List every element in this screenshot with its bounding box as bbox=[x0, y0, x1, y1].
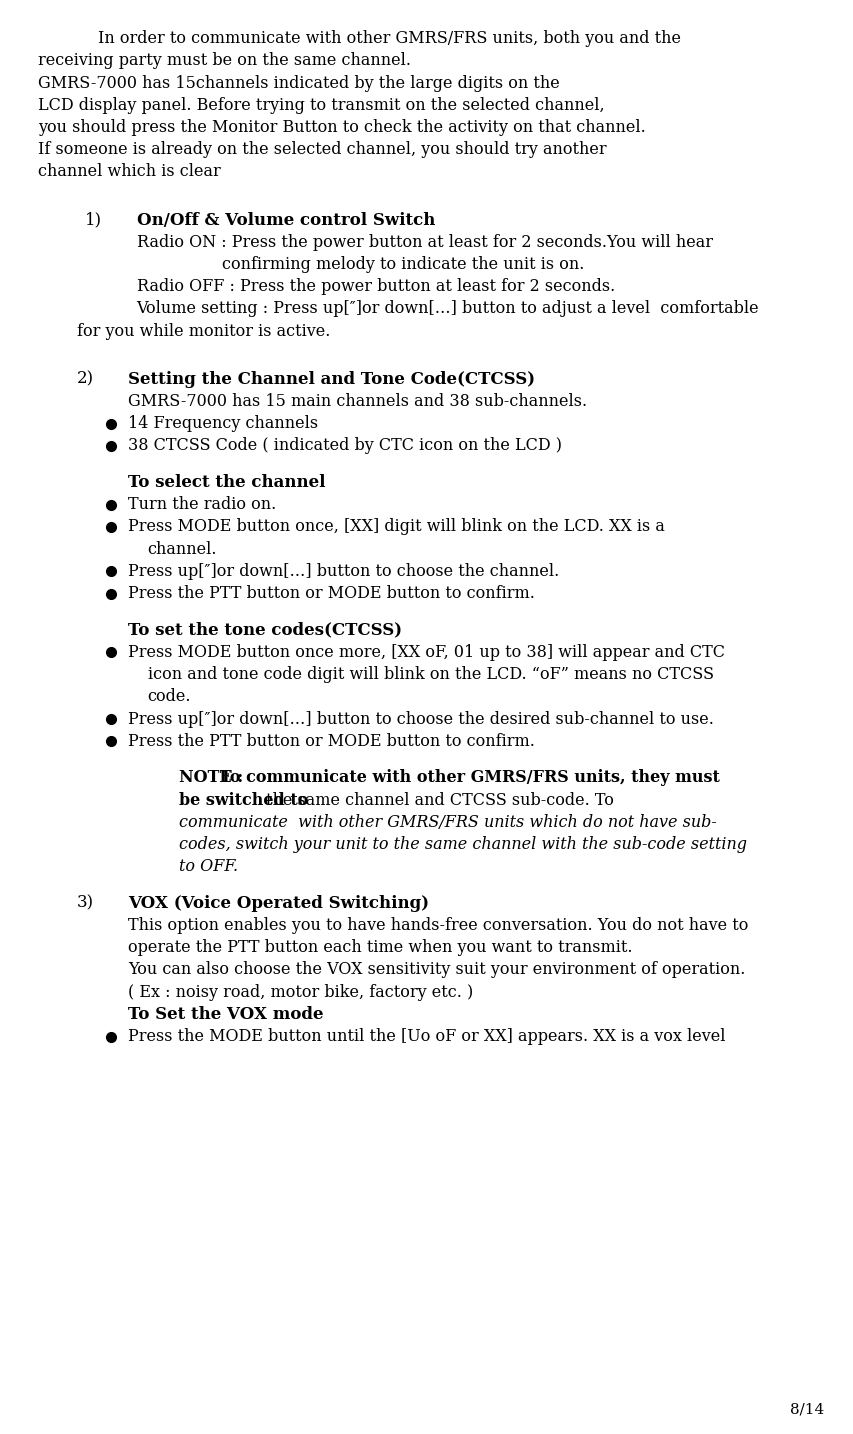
Text: 2): 2) bbox=[77, 370, 94, 387]
Text: codes, switch your unit to the same channel with the sub-code setting: codes, switch your unit to the same chan… bbox=[179, 836, 746, 853]
Text: channel which is clear: channel which is clear bbox=[38, 163, 221, 181]
Text: 8/14: 8/14 bbox=[789, 1402, 823, 1417]
Text: GMRS-7000 has 15channels indicated by the large digits on the: GMRS-7000 has 15channels indicated by th… bbox=[38, 75, 560, 92]
Text: You can also choose the VOX sensitivity suit your environment of operation.: You can also choose the VOX sensitivity … bbox=[128, 961, 745, 978]
Text: Press MODE button once more, [XX oF, 01 up to 38] will appear and CTC: Press MODE button once more, [XX oF, 01 … bbox=[128, 644, 724, 661]
Text: ( Ex : noisy road, motor bike, factory etc. ): ( Ex : noisy road, motor bike, factory e… bbox=[128, 984, 473, 1001]
Text: communicate  with other GMRS/FRS units which do not have sub-: communicate with other GMRS/FRS units wh… bbox=[179, 813, 717, 830]
Text: operate the PTT button each time when you want to transmit.: operate the PTT button each time when yo… bbox=[128, 939, 632, 956]
Text: This option enables you to have hands-free conversation. You do not have to: This option enables you to have hands-fr… bbox=[128, 916, 747, 934]
Text: Press up[″]or down[…] button to choose the desired sub-channel to use.: Press up[″]or down[…] button to choose t… bbox=[128, 710, 713, 727]
Text: To communicate with other GMRS/FRS units, they must: To communicate with other GMRS/FRS units… bbox=[220, 769, 719, 786]
Text: for you while monitor is active.: for you while monitor is active. bbox=[77, 323, 330, 340]
Text: Radio OFF : Press the power button at least for 2 seconds.: Radio OFF : Press the power button at le… bbox=[136, 278, 614, 295]
Text: Radio ON : Press the power button at least for 2 seconds.You will hear: Radio ON : Press the power button at lea… bbox=[136, 234, 711, 251]
Text: icon and tone code digit will blink on the LCD. “oF” means no CTCSS: icon and tone code digit will blink on t… bbox=[148, 665, 713, 683]
Text: Press the MODE button until the [Uo oF or XX] appears. XX is a vox level: Press the MODE button until the [Uo oF o… bbox=[128, 1028, 725, 1045]
Text: 38 CTCSS Code ( indicated by CTC icon on the LCD ): 38 CTCSS Code ( indicated by CTC icon on… bbox=[128, 437, 561, 455]
Text: 3): 3) bbox=[77, 895, 94, 912]
Text: be switched to: be switched to bbox=[179, 792, 314, 809]
Text: GMRS-7000 has 15 main channels and 38 sub-channels.: GMRS-7000 has 15 main channels and 38 su… bbox=[128, 393, 587, 410]
Text: 1): 1) bbox=[85, 211, 102, 228]
Text: To select the channel: To select the channel bbox=[128, 473, 325, 490]
Text: channel.: channel. bbox=[148, 541, 217, 558]
Text: VOX (Voice Operated Switching): VOX (Voice Operated Switching) bbox=[128, 895, 429, 912]
Text: the same channel and CTCSS sub-code. To: the same channel and CTCSS sub-code. To bbox=[266, 792, 613, 809]
Text: to OFF.: to OFF. bbox=[179, 858, 238, 875]
Text: Press up[″]or down[…] button to choose the channel.: Press up[″]or down[…] button to choose t… bbox=[128, 562, 559, 579]
Text: NOTE :: NOTE : bbox=[179, 769, 249, 786]
Text: To set the tone codes(CTCSS): To set the tone codes(CTCSS) bbox=[128, 621, 402, 638]
Text: Press the PTT button or MODE button to confirm.: Press the PTT button or MODE button to c… bbox=[128, 733, 534, 750]
Text: you should press the Monitor Button to check the activity on that channel.: you should press the Monitor Button to c… bbox=[38, 119, 646, 136]
Text: Volume setting : Press up[″]or down[…] button to adjust a level  comfortable: Volume setting : Press up[″]or down[…] b… bbox=[136, 300, 758, 317]
Text: Turn the radio on.: Turn the radio on. bbox=[128, 496, 276, 513]
Text: 14 Frequency channels: 14 Frequency channels bbox=[128, 414, 318, 432]
Text: code.: code. bbox=[148, 688, 191, 706]
Text: Press MODE button once, [XX] digit will blink on the LCD. XX is a: Press MODE button once, [XX] digit will … bbox=[128, 518, 664, 535]
Text: LCD display panel. Before trying to transmit on the selected channel,: LCD display panel. Before trying to tran… bbox=[38, 96, 604, 113]
Text: If someone is already on the selected channel, you should try another: If someone is already on the selected ch… bbox=[38, 141, 606, 158]
Text: Press the PTT button or MODE button to confirm.: Press the PTT button or MODE button to c… bbox=[128, 585, 534, 602]
Text: receiving party must be on the same channel.: receiving party must be on the same chan… bbox=[38, 52, 411, 69]
Text: confirming melody to indicate the unit is on.: confirming melody to indicate the unit i… bbox=[222, 255, 583, 272]
Text: On/Off & Volume control Switch: On/Off & Volume control Switch bbox=[136, 211, 434, 228]
Text: Setting the Channel and Tone Code(CTCSS): Setting the Channel and Tone Code(CTCSS) bbox=[128, 370, 535, 387]
Text: To Set the VOX mode: To Set the VOX mode bbox=[128, 1005, 323, 1022]
Text: In order to communicate with other GMRS/FRS units, both you and the: In order to communicate with other GMRS/… bbox=[98, 30, 681, 47]
